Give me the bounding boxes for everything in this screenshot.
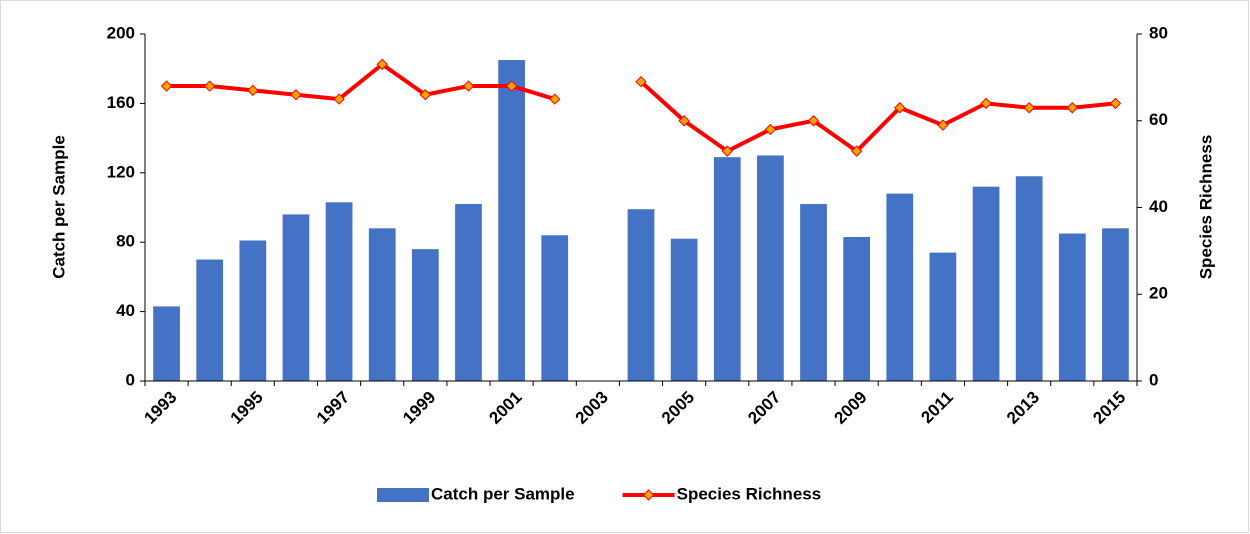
bar: [239, 240, 267, 381]
y-tick-label: 200: [107, 23, 135, 42]
line-marker: [1109, 97, 1122, 110]
line-marker: [1023, 102, 1035, 114]
bar: [325, 202, 353, 381]
line-marker: [505, 80, 518, 92]
y2-tick-label: 0: [1149, 370, 1158, 389]
bar: [713, 157, 741, 381]
line-marker: [850, 145, 863, 157]
bar: [1102, 228, 1129, 381]
y-tick-label: 160: [107, 93, 135, 112]
y-tick-label: 40: [116, 301, 135, 320]
bar: [541, 235, 569, 381]
y2-tick-label: 60: [1149, 110, 1168, 129]
line-marker: [203, 80, 216, 92]
legend-swatch: [377, 488, 429, 502]
line-marker: [549, 93, 561, 105]
line-marker: [764, 123, 777, 136]
bar: [627, 209, 655, 381]
line-marker: [333, 93, 345, 105]
line-marker: [678, 115, 690, 127]
bar: [886, 193, 914, 381]
bar: [670, 238, 698, 381]
line-marker: [894, 102, 906, 114]
bar: [1058, 233, 1086, 381]
bar: [972, 186, 1000, 381]
line-marker: [937, 119, 949, 131]
y-tick-label: 80: [116, 232, 135, 251]
bar: [1015, 176, 1043, 381]
bar: [929, 252, 957, 381]
y2-axis-title: Species Richness: [1196, 135, 1215, 280]
y-tick-label: 0: [126, 370, 135, 389]
bar: [196, 259, 224, 381]
bar: [498, 60, 525, 382]
line-marker: [376, 58, 388, 71]
line: [166, 61, 1116, 154]
y2-tick-label: 40: [1149, 197, 1168, 216]
line-marker: [1066, 102, 1079, 114]
line-marker: [290, 89, 302, 101]
bar: [282, 214, 310, 381]
y2-tick-label: 80: [1149, 23, 1168, 42]
bar: [800, 204, 827, 381]
legend-label: Catch per Sample: [431, 484, 575, 503]
bar: [843, 236, 871, 381]
line-marker: [807, 115, 820, 127]
bar: [153, 306, 180, 381]
y2-tick-label: 20: [1149, 284, 1168, 303]
legend-marker: [642, 489, 655, 501]
legend-label: Species Richness: [677, 484, 822, 503]
y-axis-title: Catch per Sample: [49, 135, 68, 279]
line-marker: [247, 84, 259, 97]
line-marker: [160, 80, 173, 92]
line-marker: [419, 89, 432, 101]
bar: [455, 204, 482, 381]
bar: [368, 228, 396, 381]
bar: [757, 155, 784, 381]
line-marker: [980, 97, 992, 110]
bar: [411, 249, 439, 381]
line-marker: [635, 76, 647, 88]
line-marker: [721, 145, 733, 157]
line-marker: [462, 80, 475, 92]
y-tick-label: 120: [107, 162, 135, 181]
